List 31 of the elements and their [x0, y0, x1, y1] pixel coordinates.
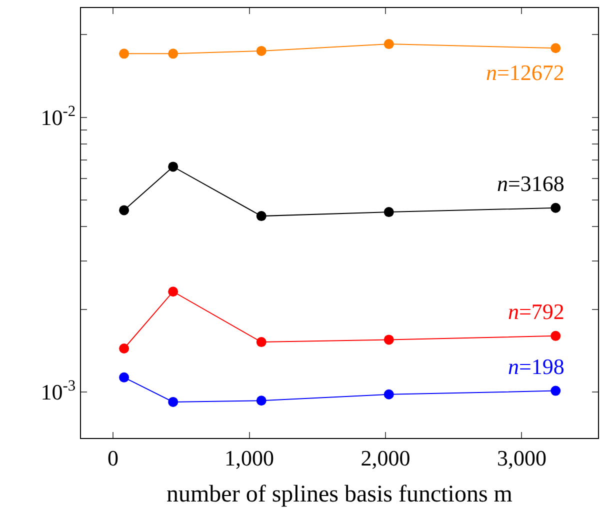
point	[550, 386, 561, 396]
point	[256, 211, 266, 222]
point	[256, 396, 266, 406]
x-axis-title: number of splines basis functions m	[166, 482, 513, 508]
series-label: n=198	[508, 354, 564, 379]
series-label: n=3168	[497, 171, 564, 196]
point	[168, 162, 178, 172]
point	[168, 48, 178, 59]
point	[550, 330, 561, 341]
point	[119, 372, 130, 382]
point	[119, 343, 130, 354]
point	[119, 205, 130, 216]
y-tick-label: 10$^{-3}$	[40, 377, 76, 405]
point	[384, 334, 394, 345]
series-label: n=12672	[486, 60, 564, 85]
x-tick-label: 1,000	[224, 445, 274, 470]
point	[384, 39, 394, 50]
point	[168, 286, 178, 297]
point	[119, 48, 130, 59]
point	[168, 396, 178, 407]
series-label: n=792	[508, 299, 564, 324]
point	[550, 202, 561, 213]
x-tick-label: 3,000	[496, 445, 546, 470]
point	[256, 46, 266, 56]
y-tick-label: 10$^{-2}$	[40, 102, 76, 130]
x-tick-label: 2,000	[360, 445, 410, 470]
point	[256, 337, 266, 348]
point	[384, 389, 394, 400]
point	[384, 207, 394, 218]
point	[550, 43, 561, 54]
x-tick-label: 0	[108, 445, 119, 470]
